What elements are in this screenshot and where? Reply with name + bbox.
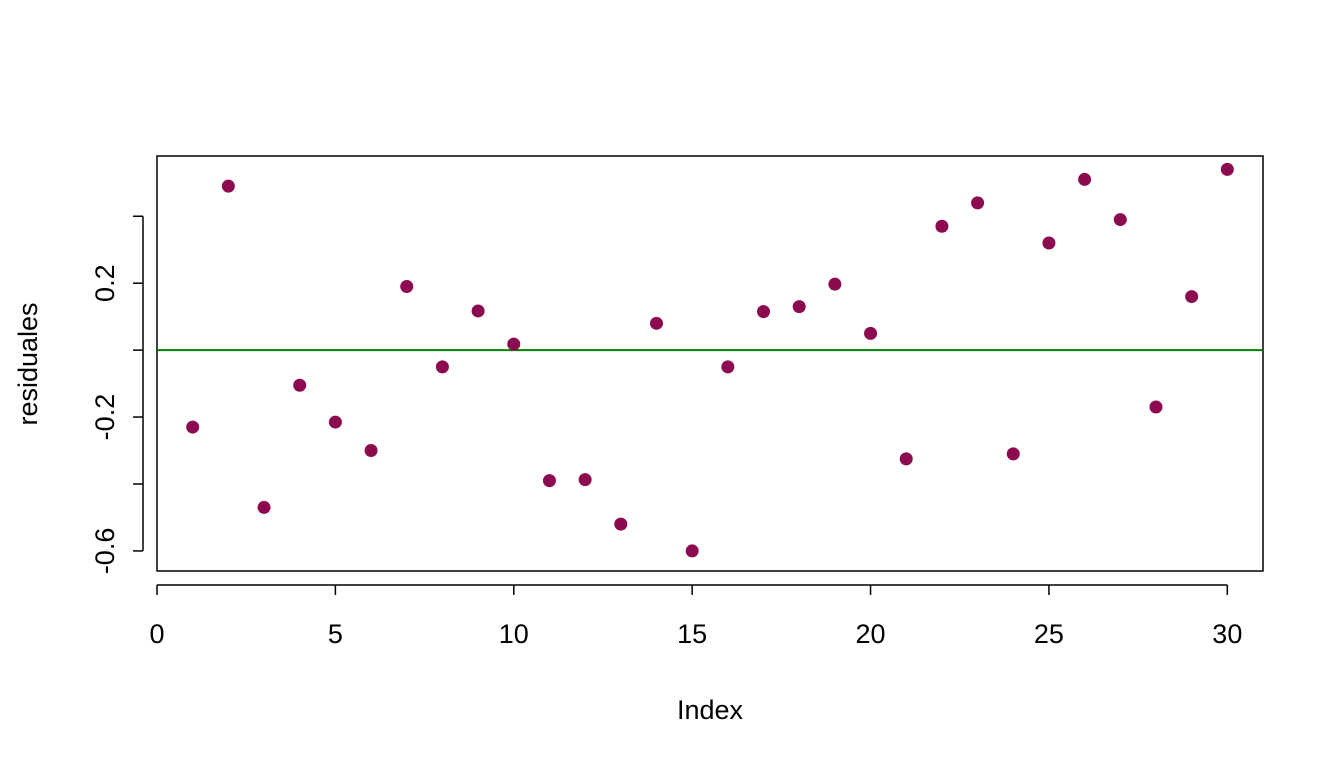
- data-point: [792, 300, 806, 314]
- y-axis: -0.6 -0.2 0.2: [90, 215, 144, 575]
- x-tick-label: 20: [856, 619, 886, 649]
- data-point: [542, 474, 556, 488]
- data-point: [1078, 172, 1092, 186]
- data-point: [435, 360, 449, 374]
- x-axis-title: Index: [677, 695, 744, 725]
- data-point: [364, 444, 378, 458]
- x-axis: 0 5 10 15 20 25 30: [149, 584, 1242, 649]
- data-point: [1042, 236, 1056, 250]
- data-point: [935, 219, 949, 233]
- data-point: [864, 326, 878, 340]
- data-point: [1220, 162, 1234, 176]
- x-tick-label: 25: [1034, 619, 1064, 649]
- x-tick-label: 5: [328, 619, 343, 649]
- data-point: [257, 500, 271, 514]
- data-point: [828, 277, 842, 291]
- data-point: [1113, 213, 1127, 227]
- plot-frame: [156, 155, 1264, 572]
- data-point: [899, 452, 913, 466]
- y-tick-label: 0.2: [90, 264, 120, 302]
- data-point: [1149, 400, 1163, 414]
- x-tick-label: 0: [149, 619, 164, 649]
- data-point: [471, 304, 485, 318]
- data-point: [1185, 290, 1199, 304]
- y-tick-label: -0.6: [90, 528, 120, 575]
- data-point: [685, 544, 699, 558]
- data-points: [186, 162, 1234, 558]
- y-axis-title: residuales: [13, 302, 43, 425]
- x-tick-label: 10: [499, 619, 529, 649]
- data-point: [293, 378, 307, 392]
- data-point: [757, 305, 771, 319]
- x-tick-label: 15: [677, 619, 707, 649]
- x-tick-label: 30: [1212, 619, 1242, 649]
- data-point: [971, 196, 985, 210]
- data-point: [328, 415, 342, 429]
- data-point: [400, 280, 414, 294]
- data-point: [614, 517, 628, 531]
- y-tick-label: -0.2: [90, 394, 120, 441]
- data-point: [186, 420, 200, 434]
- data-point: [221, 179, 235, 193]
- data-point: [507, 337, 521, 351]
- data-point: [649, 316, 663, 330]
- data-point: [1006, 447, 1020, 461]
- data-point: [721, 360, 735, 374]
- data-point: [578, 473, 592, 487]
